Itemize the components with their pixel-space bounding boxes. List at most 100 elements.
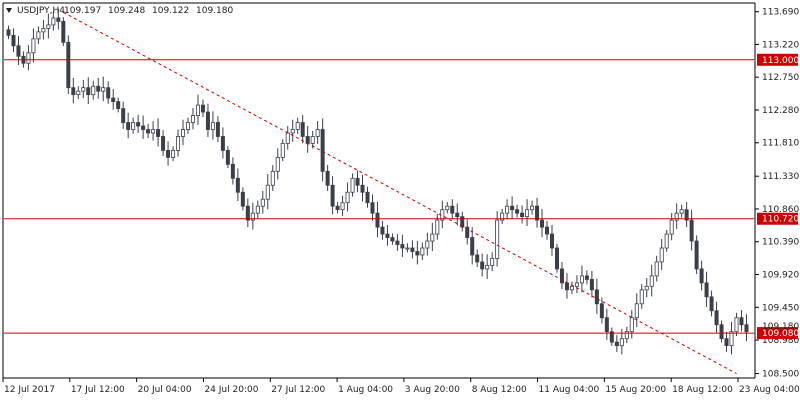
candle: [126, 112, 131, 139]
candle: [704, 271, 709, 307]
candle: [71, 77, 76, 104]
candle: [76, 86, 81, 100]
price-axis-ticks: 113.690 113.220 112.750 112.280 111.810 111.3…: [755, 8, 799, 380]
candle: [310, 130, 315, 149]
header-close: 109.180: [196, 6, 233, 16]
y-tick-label: 110.390: [762, 238, 799, 248]
candle: [350, 173, 355, 197]
candle: [66, 35, 71, 94]
candle: [490, 252, 495, 272]
time-axis-ticks: 12 Jul 2017 17 Jul 12:00 20 Jul 04:00 24 Ju…: [2, 378, 800, 395]
candle: [629, 310, 634, 339]
candle: [669, 213, 674, 241]
candle: [559, 261, 564, 290]
y-tick-label: 110.860: [762, 205, 799, 215]
candle: [51, 11, 56, 31]
x-tick-label: 27 Jul 12:00: [271, 385, 325, 395]
candle: [584, 270, 589, 285]
candle: [86, 77, 91, 105]
candle: [400, 234, 405, 257]
candle: [96, 77, 101, 99]
candle: [295, 117, 300, 134]
candle: [375, 202, 380, 238]
x-tick-label: 17 Jul 12:00: [71, 385, 125, 395]
candle: [455, 203, 460, 226]
y-tick-label: 108.980: [762, 336, 799, 346]
candle: [739, 310, 744, 332]
candle: [111, 89, 116, 110]
y-tick-label: 111.330: [762, 172, 799, 182]
header-high: 109.248: [108, 6, 145, 16]
candle: [525, 199, 530, 227]
candle: [36, 26, 41, 44]
candle: [654, 255, 659, 282]
candle: [181, 119, 186, 146]
x-tick-label: 8 Aug 12:00: [472, 385, 527, 395]
candle: [290, 119, 295, 142]
y-tick-label: 112.750: [762, 73, 799, 83]
candle: [415, 241, 420, 265]
candle: [550, 225, 555, 257]
candle: [709, 290, 714, 317]
level-price-tag: [757, 53, 798, 66]
candle: [131, 117, 136, 134]
triangle-down-icon[interactable]: [6, 8, 12, 13]
x-tick-label: 11 Aug 04:00: [539, 385, 600, 395]
x-tick-label: 3 Aug 20:00: [405, 385, 460, 395]
candle: [540, 208, 545, 238]
candle: [300, 114, 305, 144]
level-price-tag: [757, 212, 798, 225]
candle: [161, 130, 166, 157]
candle: [121, 101, 126, 129]
candle: [495, 211, 500, 267]
candle: [599, 297, 604, 324]
candle: [11, 28, 16, 53]
candle: [744, 314, 749, 342]
candle: [136, 114, 141, 133]
candle: [275, 148, 280, 180]
candle: [644, 277, 649, 298]
candle: [116, 97, 121, 113]
candle: [56, 8, 61, 30]
candle: [579, 265, 584, 293]
candle: [365, 186, 370, 208]
candle: [425, 232, 430, 256]
candle: [480, 253, 485, 277]
y-tick-label: 108.500: [762, 370, 799, 380]
candle: [445, 202, 450, 214]
candle: [41, 20, 46, 40]
level-price-label: 113.000: [762, 56, 799, 66]
candle: [430, 222, 435, 252]
candle: [410, 240, 415, 259]
candle: [171, 146, 176, 162]
candle: [729, 321, 734, 355]
candle: [91, 80, 96, 100]
chart-header: USDJPY,H4 109.197 109.248 109.122 109.18…: [6, 6, 233, 16]
candle: [270, 165, 275, 191]
candle: [101, 76, 106, 102]
candle: [724, 331, 729, 352]
candle: [176, 129, 181, 157]
candle: [609, 327, 614, 346]
candle: [520, 205, 525, 224]
candle: [260, 190, 265, 214]
x-tick-label: 20 Jul 04:00: [138, 385, 192, 395]
y-tick-label: 111.810: [762, 139, 799, 149]
candle: [370, 194, 375, 221]
candle: [345, 182, 350, 212]
candle: [574, 275, 579, 294]
candle: [320, 118, 325, 182]
downtrend-line[interactable]: [63, 11, 737, 374]
candle: [166, 141, 171, 166]
horizontal-levels: [4, 59, 754, 334]
candle: [380, 220, 385, 240]
y-tick-label: 113.690: [762, 8, 799, 18]
candle: [156, 118, 161, 147]
candle: [624, 326, 629, 344]
candle: [470, 227, 475, 265]
candle: [639, 284, 644, 309]
candle: [515, 204, 520, 218]
